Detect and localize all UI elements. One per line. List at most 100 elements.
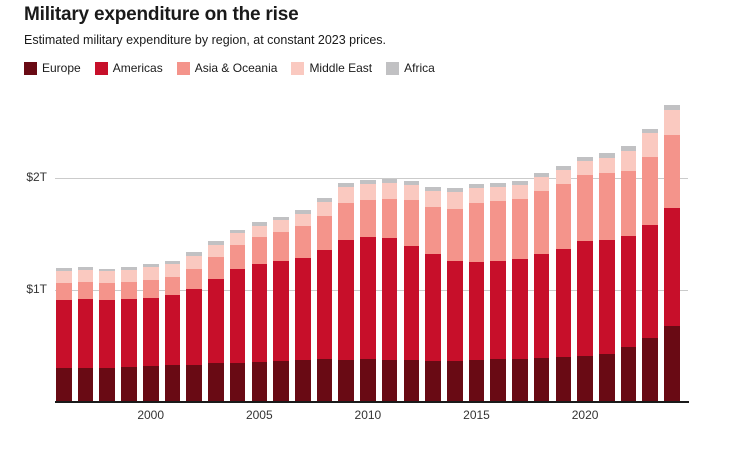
bar-2003 <box>208 241 224 402</box>
bar-segment-americas <box>77 299 94 368</box>
bar-segment-americas <box>251 263 268 363</box>
bar-segment-asia-oceania <box>294 226 311 258</box>
bar-segment-middle-east <box>403 184 420 201</box>
legend-item-europe: Europe <box>24 61 81 75</box>
bar-segment-africa <box>577 156 593 161</box>
bar-segment-europe <box>229 362 246 402</box>
bar-segment-middle-east <box>77 270 94 283</box>
bar-2017 <box>512 181 528 402</box>
bar-segment-middle-east <box>316 202 333 216</box>
bar-segment-americas <box>555 248 572 358</box>
bar-segment-europe <box>251 362 268 402</box>
bar-2004 <box>229 229 246 402</box>
bar-2019 <box>555 165 572 402</box>
bar-segment-europe <box>468 360 485 402</box>
bar-1997 <box>77 267 94 402</box>
bar-2002 <box>186 252 202 402</box>
bar-segment-africa <box>381 178 398 184</box>
bar-segment-middle-east <box>338 187 355 203</box>
bar-segment-americas <box>273 261 289 362</box>
bar-segment-asia-oceania <box>316 215 333 250</box>
bar-segment-middle-east <box>273 220 289 233</box>
bar-segment-asia-oceania <box>77 282 94 300</box>
bar-segment-middle-east <box>294 213 311 227</box>
bar-segment-asia-oceania <box>620 171 637 237</box>
bar-segment-europe <box>121 367 137 402</box>
bar-2024 <box>664 104 680 402</box>
y-tick-label: $2T <box>26 170 47 184</box>
bar-segment-asia-oceania <box>56 283 72 301</box>
legend-swatch-icon <box>94 61 108 75</box>
bar-segment-asia-oceania <box>490 200 507 261</box>
bar-segment-americas <box>164 295 181 366</box>
bar-segment-middle-east <box>425 190 441 207</box>
chart-title: Military expenditure on the rise <box>24 4 299 25</box>
bar-segment-americas <box>620 236 637 348</box>
bar-segment-asia-oceania <box>533 191 550 255</box>
bar-segment-middle-east <box>121 269 137 282</box>
legend-swatch-icon <box>291 61 305 75</box>
bar-segment-americas <box>229 268 246 363</box>
bar-segment-americas <box>99 300 116 368</box>
bar-segment-americas <box>56 300 72 369</box>
bar-segment-africa <box>403 180 420 185</box>
bar-segment-asia-oceania <box>251 236 268 264</box>
bar-2015 <box>468 183 485 402</box>
bar-segment-africa <box>512 181 528 186</box>
bar-segment-europe <box>490 359 507 402</box>
bar-2018 <box>533 173 550 402</box>
bar-segment-africa <box>208 241 224 245</box>
bar-segment-europe <box>186 365 202 402</box>
bar-segment-europe <box>316 359 333 402</box>
bar-segment-americas <box>447 261 463 361</box>
bar-segment-africa <box>251 222 268 226</box>
legend-label: Europe <box>42 61 81 75</box>
bar-segment-africa <box>186 252 202 257</box>
x-tick-label: 2010 <box>354 408 382 422</box>
bar-segment-asia-oceania <box>577 174 593 241</box>
bar-segment-europe <box>620 347 637 402</box>
gridline-2t <box>55 178 688 179</box>
bar-segment-middle-east <box>468 187 485 203</box>
legend-label: Africa <box>404 61 435 75</box>
bar-segment-middle-east <box>99 271 116 284</box>
bar-2007 <box>294 209 311 402</box>
bar-segment-americas <box>294 257 311 361</box>
bar-segment-asia-oceania <box>360 199 376 238</box>
bar-segment-middle-east <box>381 183 398 199</box>
x-axis-line <box>55 401 689 403</box>
x-tick-label: 2005 <box>245 408 273 422</box>
legend: Europe Americas Asia & Oceania Middle East A… <box>24 61 435 75</box>
bar-segment-middle-east <box>490 187 507 201</box>
legend-swatch-icon <box>24 61 37 75</box>
bar-segment-europe <box>360 359 376 402</box>
bar-segment-africa <box>121 267 137 270</box>
bar-segment-middle-east <box>555 169 572 184</box>
bar-segment-middle-east <box>208 244 224 257</box>
legend-item-middle-east: Middle East <box>291 61 372 75</box>
bar-2006 <box>273 217 289 402</box>
bar-segment-europe <box>512 359 528 402</box>
bar-2008 <box>316 198 333 402</box>
bar-segment-africa <box>360 179 376 184</box>
bar-segment-europe <box>577 356 593 402</box>
bar-segment-middle-east <box>447 192 463 210</box>
legend-label: Middle East <box>309 61 373 75</box>
bar-segment-africa <box>533 173 550 178</box>
bar-segment-europe <box>599 354 615 402</box>
x-tick-label: 2020 <box>571 408 599 422</box>
bar-segment-americas <box>599 240 615 355</box>
legend-item-americas: Americas <box>94 61 163 75</box>
bar-segment-asia-oceania <box>164 276 181 296</box>
y-tick-label: $1T <box>26 282 47 296</box>
bar-segment-europe <box>273 361 289 402</box>
bar-2021 <box>599 153 615 402</box>
bar-segment-asia-oceania <box>121 281 137 300</box>
bar-segment-asia-oceania <box>273 232 289 262</box>
bar-segment-asia-oceania <box>642 157 659 226</box>
bar-segment-asia-oceania <box>142 279 159 298</box>
bar-segment-middle-east <box>164 263 181 277</box>
bar-segment-middle-east <box>512 185 528 200</box>
bar-segment-africa <box>316 198 333 203</box>
